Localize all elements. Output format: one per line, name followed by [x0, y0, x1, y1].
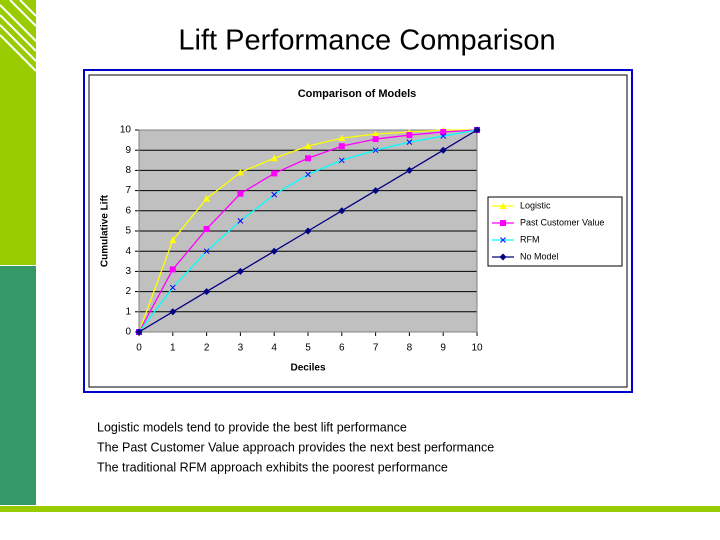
y-tick-label: 8 [125, 165, 131, 176]
marker [499, 253, 507, 261]
y-tick-label: 10 [120, 125, 132, 136]
y-axis-label: Cumulative Lift [100, 194, 111, 267]
marker [406, 132, 413, 139]
legend-label: Past Customer Value [520, 217, 604, 227]
x-tick-label: 1 [170, 343, 176, 354]
marker [338, 157, 345, 164]
legend-label: Logistic [520, 200, 551, 210]
bottom-rule [0, 506, 720, 512]
marker [473, 126, 481, 134]
marker [499, 202, 507, 209]
marker [500, 237, 506, 243]
marker [237, 218, 244, 224]
x-tick-label: 2 [204, 343, 210, 354]
marker [237, 190, 244, 197]
marker [236, 168, 244, 176]
stripes [0, 0, 36, 72]
marker [169, 308, 177, 316]
marker [169, 284, 176, 291]
y-tick-label: 0 [125, 327, 131, 338]
x-tick-label: 6 [339, 343, 345, 354]
x-tick-label: 3 [238, 343, 244, 354]
marker [305, 155, 311, 162]
marker [203, 288, 211, 296]
marker [203, 248, 210, 255]
marker [305, 171, 311, 178]
chart-title: Comparison of Models [298, 88, 417, 100]
marker [304, 227, 312, 235]
marker [271, 170, 278, 177]
marker [440, 129, 447, 136]
marker [406, 139, 413, 145]
marker [304, 142, 312, 150]
marker [439, 146, 447, 154]
y-tick-label: 5 [125, 226, 131, 237]
marker [338, 134, 346, 142]
note: The Past Customer Value approach provide… [97, 440, 494, 454]
marker [440, 133, 447, 139]
marker [169, 266, 176, 273]
x-tick-label: 5 [305, 343, 311, 354]
marker [169, 236, 177, 244]
marker [372, 187, 380, 195]
chart-inner-frame [88, 74, 628, 388]
marker [270, 154, 278, 162]
x-tick-label: 7 [373, 343, 379, 354]
x-tick-label: 10 [471, 343, 483, 354]
x-tick-label: 0 [136, 343, 142, 354]
marker [372, 130, 380, 138]
marker [135, 328, 143, 336]
y-tick-label: 4 [125, 246, 131, 257]
marker [338, 143, 345, 150]
marker [372, 136, 379, 143]
y-tick-label: 7 [125, 185, 131, 196]
y-tick-label: 3 [125, 266, 131, 277]
legend-label: RFM [520, 234, 540, 244]
legend-label: No Model [520, 251, 559, 261]
y-tick-label: 9 [125, 145, 131, 156]
plot-border [138, 129, 478, 333]
marker [372, 147, 379, 154]
y-tick-label: 2 [125, 286, 131, 297]
note: Logistic models tend to provide the best… [97, 420, 407, 434]
marker [500, 220, 506, 226]
marker [236, 267, 244, 275]
x-tick-label: 9 [440, 343, 446, 354]
note: The traditional RFM approach exhibits th… [97, 460, 448, 474]
x-tick-label: 4 [271, 343, 277, 354]
legend-box [487, 196, 623, 267]
marker [405, 166, 413, 174]
y-tick-label: 1 [125, 306, 131, 317]
x-axis-label: Deciles [290, 363, 325, 374]
side-bar-bottom [0, 266, 36, 505]
marker [203, 195, 211, 202]
marker [338, 207, 346, 215]
marker [270, 247, 278, 255]
y-tick-label: 6 [125, 205, 131, 216]
marker [203, 225, 210, 232]
slide-title: Lift Performance Comparison [178, 25, 555, 57]
marker [271, 191, 278, 198]
x-tick-label: 8 [407, 343, 413, 354]
